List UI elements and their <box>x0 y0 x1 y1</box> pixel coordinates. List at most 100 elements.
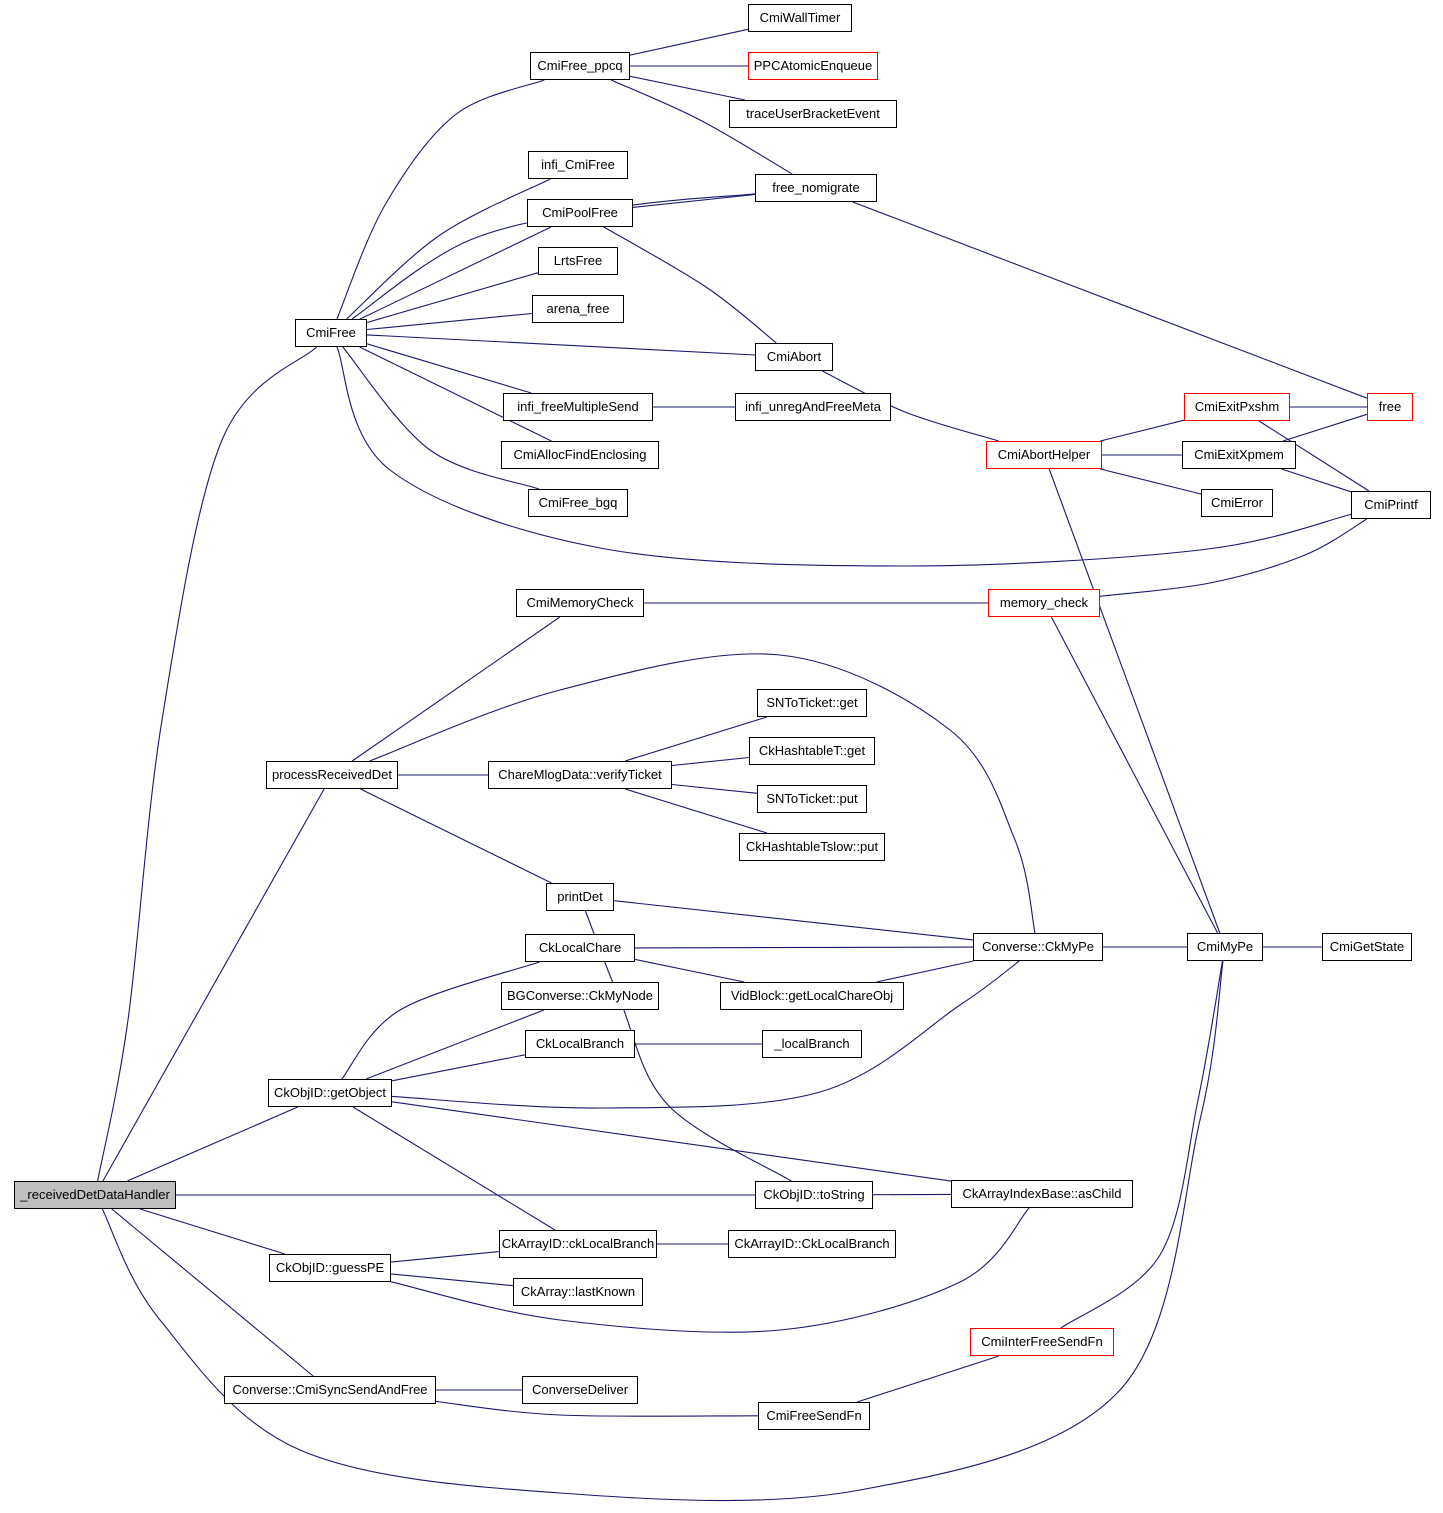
edge-cmifree-ppcq-to-traceuserbracketevent <box>629 75 746 101</box>
edge-cmiexitpxshm-to-cmiprintf <box>1258 420 1370 492</box>
edge-cmifree-to-lrtsfree <box>366 272 539 324</box>
node-cmierror[interactable]: CmiError <box>1201 489 1273 517</box>
node-cmiallocfindenclosing[interactable]: CmiAllocFindEnclosing <box>501 441 659 469</box>
edge-cmifree-to-arena-free <box>366 312 533 331</box>
edge-cmifree-to-cmiprintf <box>336 346 1352 567</box>
edge-processreceiveddet-to-converse-ckmype <box>369 653 1036 934</box>
node-infi-unregandfreemeta[interactable]: infi_unregAndFreeMeta <box>735 393 891 421</box>
node-cmifree[interactable]: CmiFree <box>295 319 367 347</box>
edge-cmifree-to-infi-freemultiplesend <box>366 343 532 394</box>
node-free-nomigrate[interactable]: free_nomigrate <box>755 174 877 202</box>
node-ckarrayid-cklocalbranch[interactable]: CkArrayID::ckLocalBranch <box>499 1230 657 1258</box>
node-bgconverse-ckmynode[interactable]: BGConverse::CkMyNode <box>501 982 659 1010</box>
edge-cmifree-to-cmifree-bgq <box>342 346 540 490</box>
node-cmimype[interactable]: CmiMyPe <box>1187 933 1263 961</box>
node-ckhashtabletslow-put[interactable]: CkHashtableTslow::put <box>739 833 885 861</box>
edge-cmifree-to-cmifree-ppcq <box>336 79 545 320</box>
edge-cmiexitxpmem-to-free <box>1282 413 1368 442</box>
edge-cmiaborthelper-to-cmiexitpxshm <box>1100 419 1185 442</box>
node-charemlogdata-verifyticket[interactable]: ChareMlogData::verifyTicket <box>488 761 672 789</box>
node-ckobjid-guesspe[interactable]: CkObjID::guessPE <box>269 1254 391 1282</box>
edge-charemlogdata-verifyticket-to-sntoticket-put <box>671 783 758 794</box>
node-ckhashtablet-get[interactable]: CkHashtableT::get <box>749 737 875 765</box>
edge-receiveddetdatahandler-to-cmifree <box>97 346 318 1182</box>
edge-cmifree-ppcq-to-free-nomigrate <box>610 79 793 175</box>
node-ckobjid-getobject[interactable]: CkObjID::getObject <box>268 1079 392 1107</box>
edge-cmifree-to-cmiabort <box>366 334 756 356</box>
node-traceuserbracketevent[interactable]: traceUserBracketEvent <box>729 100 897 128</box>
edge-cklocalchare-to-vidblock-getlocalchareobj <box>634 958 745 983</box>
node-sntoticket-put[interactable]: SNToTicket::put <box>757 785 867 813</box>
node-ckarray-lastknown[interactable]: CkArray::lastKnown <box>513 1278 643 1306</box>
node-vidblock-getlocalchareobj[interactable]: VidBlock::getLocalChareObj <box>720 982 904 1010</box>
edge-processreceiveddet-to-cmimemorycheck <box>351 616 561 762</box>
edge-cmipoolfree-to-cmiabort <box>603 226 777 344</box>
node-cmigetstate[interactable]: CmiGetState <box>1322 933 1412 961</box>
node-processreceiveddet[interactable]: processReceivedDet <box>266 761 398 789</box>
edge-ckobjid-guesspe-to-ckarrayid-cklocalbranch <box>390 1251 500 1263</box>
node-cmiexitpxshm[interactable]: CmiExitPxshm <box>1184 393 1290 421</box>
node-cmifree-bgq[interactable]: CmiFree_bgq <box>528 489 628 517</box>
edge-cmiabort-to-cmiaborthelper <box>822 370 999 442</box>
node-cmiexitxpmem[interactable]: CmiExitXpmem <box>1182 441 1296 469</box>
edge-cmiaborthelper-to-cmierror <box>1100 468 1202 495</box>
edge-cmiinterfreesendfn-to-cmimype <box>1060 960 1224 1329</box>
node-conversedeliver[interactable]: ConverseDeliver <box>522 1376 638 1404</box>
node-ckarrayid-cklocalbranch[interactable]: CkArrayID::CkLocalBranch <box>728 1230 896 1258</box>
edge-ckobjid-getobject-to-cklocalchare <box>341 961 540 1080</box>
node-cmiinterfreesendfn[interactable]: CmiInterFreeSendFn <box>970 1328 1114 1356</box>
node-cmiwalltimer[interactable]: CmiWallTimer <box>748 4 852 32</box>
node-localbranch[interactable]: _localBranch <box>762 1030 862 1058</box>
edge-processreceiveddet-to-printdet <box>360 788 552 884</box>
node-ppcatomicenqueue[interactable]: PPCAtomicEnqueue <box>748 52 878 80</box>
node-ckarrayindexbase-aschild[interactable]: CkArrayIndexBase::asChild <box>951 1180 1133 1208</box>
edge-receiveddetdatahandler-to-cmimype <box>101 960 1224 1502</box>
edge-ckobjid-guesspe-to-ckarrayindexbase-aschild <box>390 1207 1030 1333</box>
node-cmiprintf[interactable]: CmiPrintf <box>1351 491 1431 519</box>
node-ckobjid-tostring[interactable]: CkObjID::toString <box>755 1181 873 1209</box>
edge-ckobjid-getobject-to-cklocalbranch <box>391 1054 526 1082</box>
edge-charemlogdata-verifyticket-to-ckhashtabletslow-put <box>624 788 768 834</box>
edge-cmipoolfree-to-free-nomigrate <box>632 193 756 208</box>
edge-cklocalchare-to-converse-ckmype <box>634 946 974 949</box>
node-converse-cmisyncsendandfree[interactable]: Converse::CmiSyncSendAndFree <box>224 1376 436 1404</box>
node-infi-freemultiplesend[interactable]: infi_freeMultipleSend <box>503 393 653 421</box>
node-cklocalchare[interactable]: CkLocalChare <box>525 934 635 962</box>
node-lrtsfree[interactable]: LrtsFree <box>538 247 618 275</box>
node-free[interactable]: free <box>1367 393 1413 421</box>
node-cmiaborthelper[interactable]: CmiAbortHelper <box>986 441 1102 469</box>
edge-ckobjid-getobject-to-ckarrayindexbase-aschild <box>391 1101 952 1182</box>
node-printdet[interactable]: printDet <box>546 883 614 911</box>
edge-memory-check-to-cmimype <box>1050 616 1219 934</box>
node-cmipoolfree[interactable]: CmiPoolFree <box>527 199 633 227</box>
edge-charemlogdata-verifyticket-to-ckhashtablet-get <box>671 756 750 767</box>
edge-converse-cmisyncsendandfree-to-cmifreesendfn <box>435 1400 759 1417</box>
edge-receiveddetdatahandler-to-ckobjid-getobject <box>127 1106 298 1182</box>
node-receiveddetdatahandler[interactable]: _receivedDetDataHandler <box>14 1181 176 1209</box>
edge-cmifree-ppcq-to-cmiwalltimer <box>629 28 749 56</box>
edge-cmiexitxpmem-to-cmiprintf <box>1281 468 1352 493</box>
node-cmifree-ppcq[interactable]: CmiFree_ppcq <box>530 52 630 80</box>
node-infi-cmifree[interactable]: infi_CmiFree <box>528 151 628 179</box>
edge-cmifree-to-cmipoolfree <box>359 226 552 320</box>
node-cmifreesendfn[interactable]: CmiFreeSendFn <box>758 1402 870 1430</box>
edge-memory-check-to-cmiprintf <box>1099 518 1368 597</box>
edge-cmifree-to-cmiallocfindenclosing <box>359 346 552 442</box>
node-cmimemorycheck[interactable]: CmiMemoryCheck <box>516 589 644 617</box>
node-converse-ckmype[interactable]: Converse::CkMyPe <box>973 933 1103 961</box>
edge-free-nomigrate-to-free <box>852 201 1368 399</box>
edge-receiveddetdatahandler-to-converse-cmisyncsendandfree <box>111 1208 314 1377</box>
edge-cmifree-to-infi-cmifree <box>346 178 551 320</box>
edge-ckobjid-getobject-to-converse-ckmype <box>391 960 1020 1109</box>
node-memory-check[interactable]: memory_check <box>988 589 1100 617</box>
node-cklocalbranch[interactable]: CkLocalBranch <box>525 1030 635 1058</box>
edge-ckobjid-getobject-to-ckarrayid-cklocalbranch <box>352 1106 556 1231</box>
edge-vidblock-getlocalchareobj-to-converse-ckmype <box>876 960 974 983</box>
edge-receiveddetdatahandler-to-ckobjid-guesspe <box>139 1208 286 1255</box>
node-sntoticket-get[interactable]: SNToTicket::get <box>757 689 867 717</box>
edge-ckobjid-getobject-to-bgconverse-ckmynode <box>365 1009 545 1080</box>
edge-receiveddetdatahandler-to-processreceiveddet <box>102 788 325 1182</box>
node-cmiabort[interactable]: CmiAbort <box>755 343 833 371</box>
node-arena-free[interactable]: arena_free <box>532 295 624 323</box>
